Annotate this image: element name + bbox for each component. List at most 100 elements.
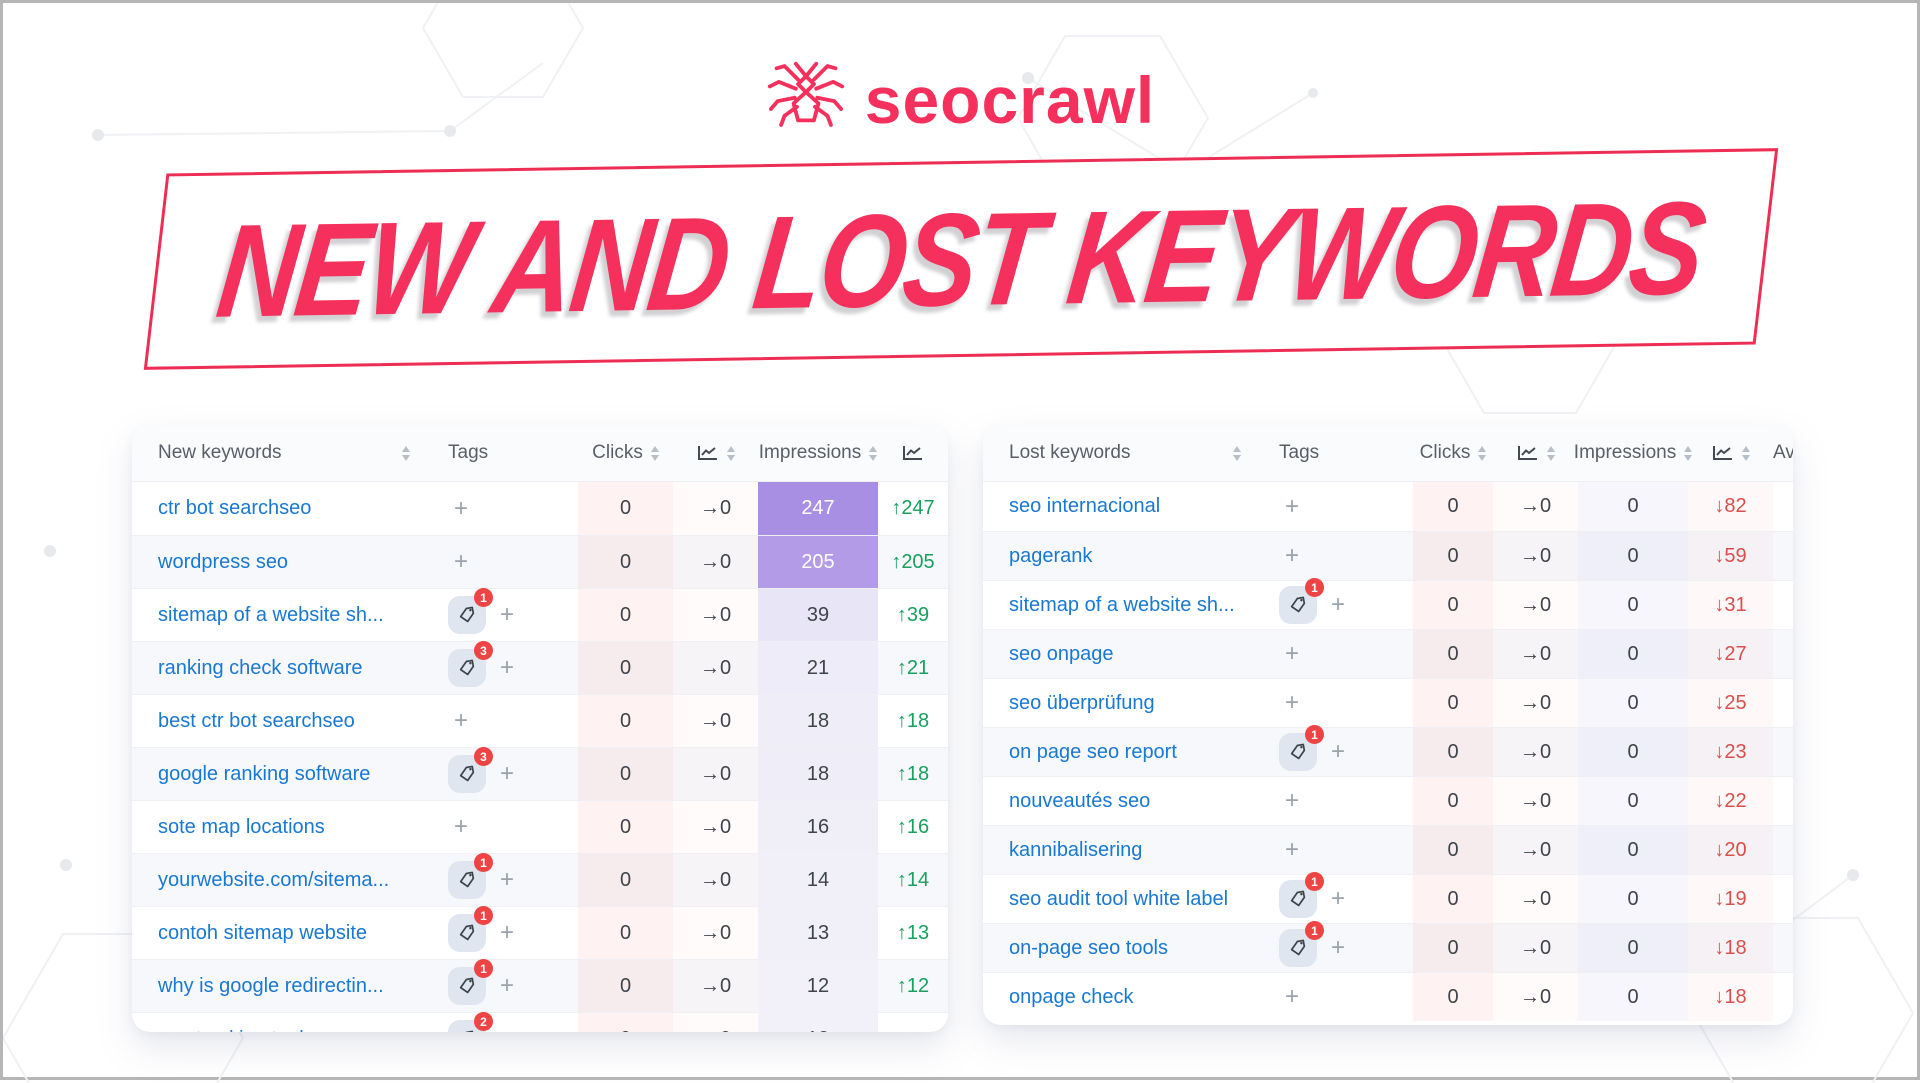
keyword-link[interactable]: seo internacional (1009, 495, 1161, 517)
sort-icon[interactable] (1741, 445, 1750, 461)
table-body: ctr bot searchseo +0 →0 247 ↑247 wordpress se… (132, 482, 948, 1032)
add-tag-button[interactable]: + (500, 866, 515, 893)
sort-icon[interactable] (726, 445, 735, 461)
tag-icon (1290, 939, 1306, 956)
add-tag-button[interactable]: + (1285, 689, 1300, 716)
sort-icon[interactable] (869, 445, 878, 461)
keyword-cell: sitemap of a website sh... (132, 589, 422, 641)
add-tag-button[interactable]: + (500, 919, 515, 946)
add-tag-button[interactable]: + (1285, 640, 1300, 667)
clicks-value: 0 (619, 868, 632, 891)
keyword-link[interactable]: seo überprüfung (1009, 691, 1155, 714)
add-tag-button[interactable]: + (500, 654, 515, 681)
column-header-impressions-trend[interactable] (1688, 425, 1773, 481)
clicks-trend-value: →0 (699, 709, 732, 732)
keyword-link[interactable]: sitemap of a website sh... (158, 603, 384, 626)
tag-chip[interactable]: 3 (448, 641, 493, 687)
add-tag-button[interactable]: + (1331, 738, 1346, 765)
add-tag-button[interactable]: + (500, 601, 515, 628)
sort-icon[interactable] (1233, 445, 1241, 461)
column-header-new-keywords[interactable]: New keywords (132, 425, 422, 481)
sort-icon[interactable] (650, 445, 659, 461)
impressions-trend-cell: ↓19 (1688, 875, 1773, 923)
add-tag-button[interactable]: + (500, 1027, 514, 1033)
column-header-impressions[interactable]: Impressions (1574, 425, 1693, 481)
keyword-link[interactable]: wordpress seo (158, 550, 289, 573)
add-tag-button[interactable]: + (454, 813, 469, 840)
add-tag-button[interactable]: + (500, 972, 515, 999)
keyword-link[interactable]: seo audit tool white label (1009, 887, 1229, 910)
keyword-link[interactable]: on-page seo tools (1009, 936, 1169, 959)
tag-chip[interactable]: 1 (448, 853, 493, 899)
add-tag-button[interactable]: + (454, 707, 469, 734)
keyword-link[interactable]: ranking check software (158, 656, 363, 679)
keyword-link[interactable]: why is google redirectin... (158, 974, 384, 997)
keyword-link[interactable]: best ctr bot searchseo (158, 709, 355, 732)
add-tag-button[interactable]: + (1285, 836, 1300, 863)
keyword-link[interactable]: nouveautés seo (1009, 789, 1151, 812)
tag-chip[interactable]: 1 (1279, 578, 1324, 624)
column-header-impressions-trend[interactable] (878, 425, 948, 481)
impressions-value: 0 (1627, 495, 1639, 517)
keyword-link[interactable]: pagerank (1009, 544, 1093, 567)
clicks-trend-cell: →0 (1493, 679, 1578, 727)
tags-cell: 1 + (422, 588, 578, 641)
keyword-link[interactable]: sitemap of a website sh... (1009, 593, 1235, 616)
column-header-impressions[interactable]: Impressions (758, 425, 878, 481)
add-tag-button[interactable]: + (1285, 787, 1300, 814)
tag-icon (459, 765, 475, 782)
clicks-trend-value: →0 (1519, 642, 1552, 665)
column-header-lost-keywords[interactable]: Lost keywords (983, 425, 1253, 481)
tag-chip[interactable]: 1 (448, 906, 493, 952)
add-tag-button[interactable]: + (454, 494, 469, 522)
logo: seocrawl (3, 57, 1917, 143)
tag-chip[interactable]: 2 (448, 1012, 493, 1032)
clicks-trend-value: →0 (1519, 936, 1552, 959)
add-tag-button[interactable]: + (1331, 934, 1346, 961)
add-tag-button[interactable]: + (1285, 983, 1300, 1010)
column-header-clicks[interactable]: Clicks (1413, 425, 1493, 481)
impressions-trend-cell: ↓18 (1688, 924, 1773, 972)
add-tag-button[interactable]: + (1285, 492, 1300, 520)
tag-chip[interactable]: 1 (1279, 921, 1324, 967)
keyword-link[interactable]: seo onpage (1009, 642, 1114, 665)
impressions-value: 0 (1627, 593, 1639, 616)
tag-chip[interactable]: 1 (448, 959, 493, 1005)
clicks-cell: 0 (578, 536, 673, 588)
keyword-link[interactable]: yourwebsite.com/sitema... (158, 868, 390, 891)
add-tag-button[interactable]: + (1331, 885, 1346, 912)
sort-icon[interactable] (1478, 445, 1487, 461)
impressions-trend-value: ↑12 (896, 974, 930, 997)
clicks-trend-cell: →0 (1493, 630, 1578, 678)
sort-icon[interactable] (402, 445, 410, 461)
add-tag-button[interactable]: + (1331, 591, 1346, 618)
column-header-clicks-trend[interactable] (1493, 425, 1578, 481)
keyword-link[interactable]: google ranking software (158, 762, 371, 785)
tag-chip[interactable]: 3 (448, 747, 493, 793)
keyword-link[interactable]: onpage check (1009, 985, 1134, 1008)
clicks-value: 0 (620, 1028, 631, 1033)
keyword-link[interactable]: contoh sitemap website (158, 921, 368, 944)
impressions-trend-cell: ↑21 (878, 642, 948, 694)
keyword-link[interactable]: sote map locations (158, 815, 325, 838)
clicks-value: 0 (619, 497, 632, 519)
sort-icon[interactable] (1684, 445, 1693, 461)
table-row: why is google redirectin... 1 +0 →0 12 ↑12 (132, 959, 948, 1012)
keyword-link[interactable]: on page seo report (1009, 740, 1177, 763)
tag-chip[interactable]: 1 (448, 588, 493, 634)
tag-chip[interactable]: 1 (1279, 725, 1324, 771)
add-tag-button[interactable]: + (454, 548, 469, 575)
add-tag-button[interactable]: + (1285, 542, 1300, 569)
sort-icon[interactable] (1546, 445, 1555, 461)
impressions-cell: 0 (1578, 679, 1688, 727)
tag-chip[interactable]: 1 (1279, 872, 1324, 918)
add-tag-button[interactable]: + (500, 760, 515, 787)
keyword-link[interactable]: ctr bot searchseo (158, 497, 312, 519)
keyword-link[interactable]: kannibalisering (1009, 838, 1143, 861)
column-header-clicks[interactable]: Clicks (578, 425, 673, 481)
impressions-value: 14 (806, 868, 830, 891)
keyword-link[interactable]: seo tracking tools (158, 1028, 314, 1033)
column-header-clicks-trend[interactable] (673, 425, 758, 481)
impressions-trend-value: ↓59 (1714, 544, 1747, 567)
tags-cell: + (422, 695, 578, 747)
